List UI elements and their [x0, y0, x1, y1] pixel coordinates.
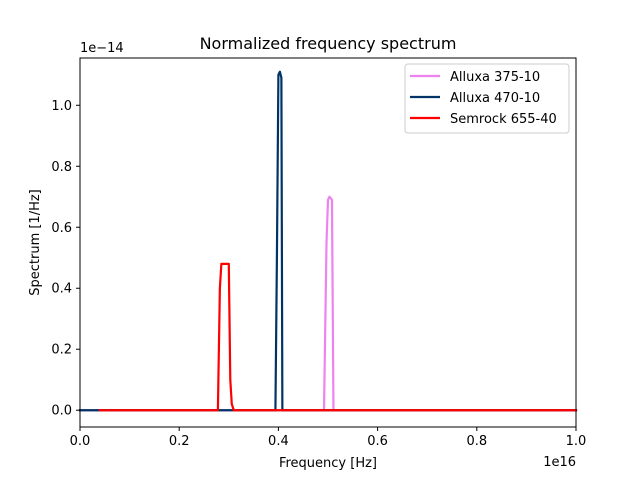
x-tick-label: 0.4	[268, 434, 289, 449]
legend-label: Alluxa 470-10	[450, 91, 540, 106]
x-offset-label: 1e16	[543, 455, 576, 470]
x-axis-ticks: 0.0 0.2 0.4 0.6 0.8 1.0	[70, 427, 587, 449]
y-tick-label: 0.0	[51, 404, 72, 419]
series-layer	[78, 70, 578, 412]
plot-frame	[79, 57, 577, 428]
series-line-semrock-655-40	[98, 262, 578, 412]
legend: Alluxa 375-10 Alluxa 470-10 Semrock 655-40	[404, 63, 570, 134]
x-tick-label: 0.0	[70, 434, 91, 449]
y-tick-label: 0.2	[51, 343, 72, 358]
y-tick-label: 0.4	[51, 282, 72, 297]
x-tick-label: 0.8	[466, 434, 487, 449]
y-tick-label: 0.8	[51, 160, 72, 175]
series-line-alluxa-375-10	[78, 195, 578, 412]
legend-box	[404, 63, 570, 134]
x-tick-label: 0.6	[367, 434, 388, 449]
y-axis-label: Spectrum [1/Hz]	[28, 189, 43, 296]
y-tick-label: 1.0	[51, 99, 72, 114]
legend-label: Alluxa 375-10	[450, 70, 540, 85]
x-tick-label: 0.2	[169, 434, 190, 449]
y-tick-label: 0.6	[51, 221, 72, 236]
chart-title: Normalized frequency spectrum	[200, 34, 457, 53]
legend-label: Semrock 655-40	[450, 112, 557, 127]
series-line-alluxa-470-10	[78, 70, 578, 412]
y-offset-label: 1e−14	[80, 41, 124, 56]
x-axis-label: Frequency [Hz]	[279, 456, 377, 471]
x-tick-label: 1.0	[566, 434, 587, 449]
legend-items: Alluxa 375-10 Alluxa 470-10 Semrock 655-40	[410, 70, 557, 127]
y-axis-ticks: 0.0 0.2 0.4 0.6 0.8 1.0	[51, 99, 80, 419]
